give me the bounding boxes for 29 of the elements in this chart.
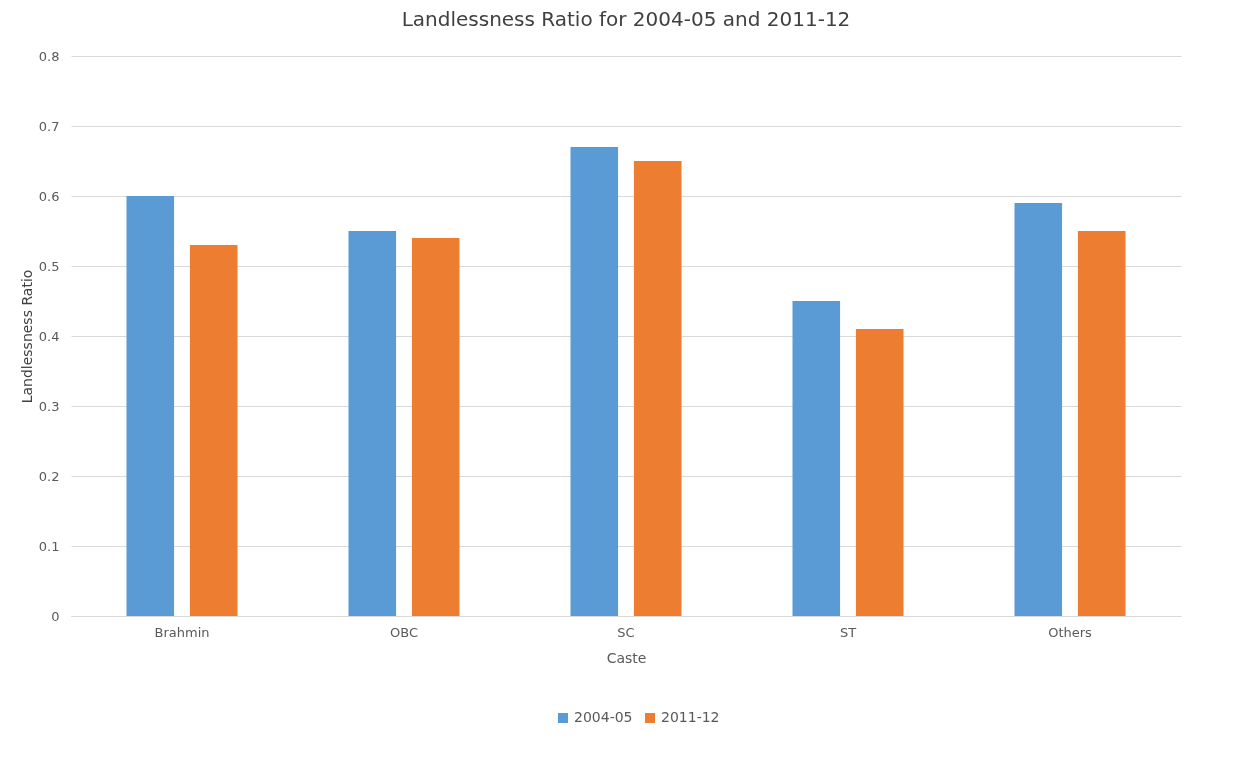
y-tick-label: 0 xyxy=(51,608,60,624)
chart-title: Landlessness Ratio for 2004-05 and 2011-12 xyxy=(401,7,851,31)
bar xyxy=(792,301,841,616)
bar xyxy=(126,196,175,616)
x-tick-label: OBC xyxy=(390,624,418,640)
x-tick-label: ST xyxy=(839,624,857,640)
bar xyxy=(633,161,682,616)
legend-label: 2004-05 xyxy=(574,709,633,725)
bar xyxy=(411,238,460,616)
y-tick-label: 0.7 xyxy=(38,118,60,134)
x-axis-title: Caste xyxy=(606,649,647,666)
y-tick-label: 0.4 xyxy=(38,328,60,344)
bar xyxy=(189,245,238,616)
bar xyxy=(1014,203,1063,616)
bar xyxy=(348,231,397,616)
y-tick-label: 0.5 xyxy=(38,258,60,274)
x-tick-label: Others xyxy=(1048,624,1093,640)
y-axis-title: Landlessness Ratio xyxy=(18,269,35,404)
y-tick-label: 0.8 xyxy=(38,48,60,64)
x-tick-label: SC xyxy=(617,624,635,640)
y-tick-label: 0.1 xyxy=(38,538,60,554)
bar xyxy=(855,329,904,616)
bar xyxy=(1077,231,1126,616)
y-tick-label: 0.2 xyxy=(38,468,60,484)
legend-label: 2011-12 xyxy=(661,709,720,725)
x-tick-label: Brahmin xyxy=(154,624,210,640)
y-tick-label: 0.3 xyxy=(38,398,60,414)
y-tick-label: 0.6 xyxy=(38,188,60,204)
bar xyxy=(570,147,619,616)
